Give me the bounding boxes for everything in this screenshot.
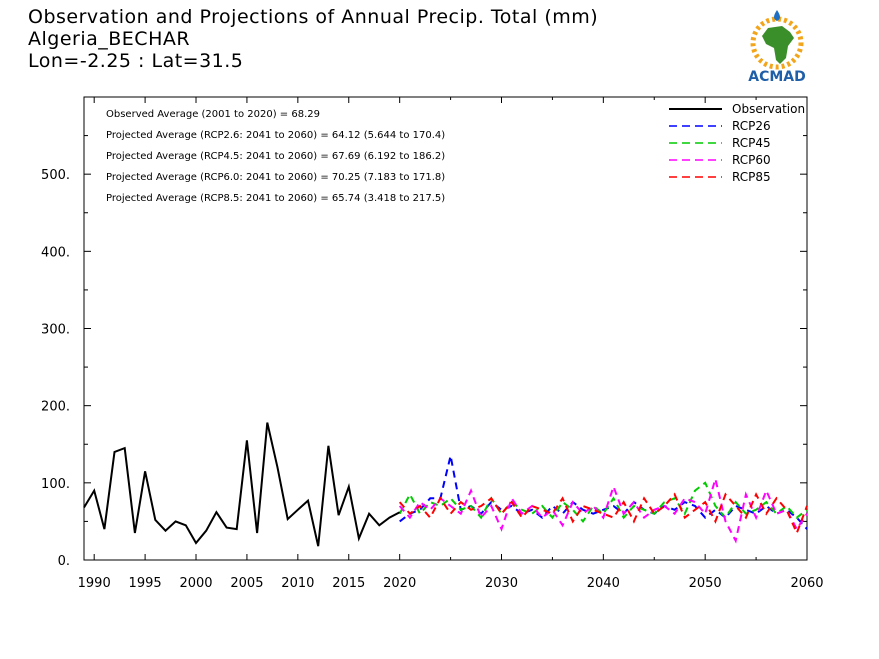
series-line-rcp45 — [398, 481, 808, 524]
annotation-rcp26-average: Projected Average (RCP2.6: 2041 to 2060)… — [106, 130, 445, 141]
acmad-logo: ACMAD — [748, 10, 806, 84]
africa-map-icon — [762, 26, 794, 64]
x-tick-label: 2020 — [383, 576, 416, 591]
station-coordinates: Lon=-2.25 : Lat=31.5 — [28, 50, 244, 72]
water-drop-icon — [774, 10, 780, 21]
y-axis-labels: 0. 100. 200. 300. 400. 500. — [41, 168, 70, 569]
y-tick-label: 200. — [41, 400, 70, 415]
station-name: Algeria_BECHAR — [28, 28, 191, 50]
data-series — [83, 422, 808, 547]
annotation-observed-average: Observed Average (2001 to 2020) = 68.29 — [106, 109, 320, 120]
axis-ticks — [84, 96, 808, 561]
x-tick-label: 2000 — [179, 576, 212, 591]
series-line-rcp26 — [399, 455, 808, 530]
x-tick-label: 1990 — [78, 576, 111, 591]
annotation-rcp60-average: Projected Average (RCP6.0: 2041 to 2060)… — [106, 172, 445, 183]
annotation-rcp45-average: Projected Average (RCP4.5: 2041 to 2060)… — [106, 151, 445, 162]
x-tick-label: 2050 — [689, 576, 722, 591]
x-tick-label: 2060 — [790, 576, 823, 591]
y-tick-label: 500. — [41, 168, 70, 183]
annotations: Observed Average (2001 to 2020) = 68.29 … — [106, 109, 445, 204]
x-tick-label: 1995 — [129, 576, 162, 591]
y-tick-label: 400. — [41, 245, 70, 260]
series-line-observation — [83, 422, 401, 547]
y-tick-label: 300. — [41, 323, 70, 338]
legend-label-rcp45: RCP45 — [732, 136, 771, 150]
logo-sun-ring — [750, 16, 804, 70]
legend: Observation RCP26 RCP45 RCP60 RCP85 — [669, 102, 805, 184]
legend-label-rcp60: RCP60 — [732, 153, 771, 167]
legend-label-rcp85: RCP85 — [732, 170, 771, 184]
chart-title: Observation and Projections of Annual Pr… — [28, 6, 599, 28]
series-line-rcp60 — [398, 475, 808, 544]
y-tick-label: 0. — [58, 554, 70, 569]
x-tick-label: 2010 — [281, 576, 314, 591]
series-line-rcp85 — [398, 492, 808, 536]
x-axis-labels: 1990 1995 2000 2005 2010 2015 2020 2030 2040 2050… — [78, 576, 824, 591]
legend-label-rcp26: RCP26 — [732, 119, 771, 133]
logo-text: ACMAD — [748, 69, 806, 84]
x-tick-label: 2005 — [230, 576, 263, 591]
x-tick-label: 2040 — [587, 576, 620, 591]
title-block: Observation and Projections of Annual Pr… — [28, 6, 598, 72]
plot-frame — [83, 96, 808, 561]
legend-label-observation: Observation — [732, 102, 805, 116]
annotation-rcp85-average: Projected Average (RCP8.5: 2041 to 2060)… — [106, 193, 445, 204]
y-tick-label: 100. — [41, 477, 70, 492]
x-tick-label: 2030 — [485, 576, 518, 591]
x-tick-label: 2015 — [332, 576, 365, 591]
